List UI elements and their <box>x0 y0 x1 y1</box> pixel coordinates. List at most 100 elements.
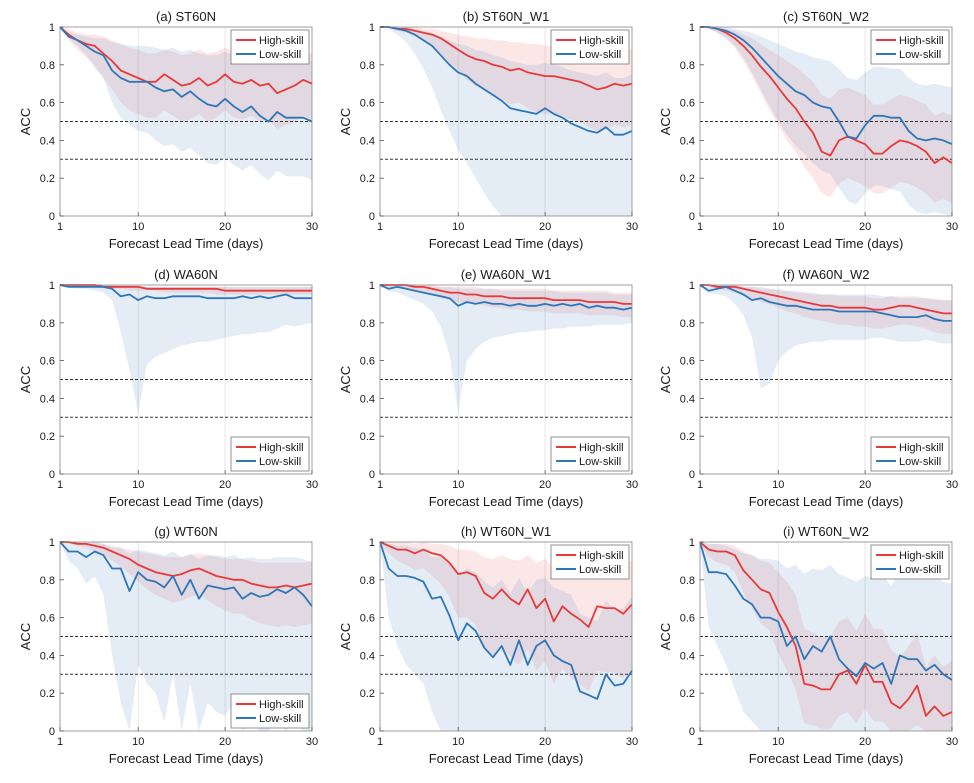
legend-label: High-skill <box>259 442 304 454</box>
legend-box <box>870 436 950 472</box>
chart-panel-4: (e) WA60N_W1 0 0.2 0.4 0.6 0.8 1 1 10 20 30 Forecas… <box>338 267 638 509</box>
high-skill-line <box>379 541 633 628</box>
y-tick-label: 0.2 <box>680 431 695 443</box>
y-tick-label: 0.8 <box>40 575 55 587</box>
legend-box <box>550 544 630 580</box>
low-skill-line <box>379 284 633 311</box>
x-tick-label: 1 <box>377 221 383 233</box>
chart-panel-8: (i) WT60N_W2 0 0.2 0.4 0.6 0.8 1 1 10 20 30 Forecas… <box>658 524 958 766</box>
y-tick-label: 1 <box>49 280 55 292</box>
chart-panel-5: (f) WA60N_W2 0 0.2 0.4 0.6 0.8 1 1 10 20 30 Forecas… <box>658 267 958 509</box>
y-tick-label: 0.2 <box>680 173 695 185</box>
high-skill-line <box>60 541 313 589</box>
y-tick-label: 0.8 <box>360 60 375 72</box>
low-skill-line <box>59 284 312 302</box>
x-tick-label: 1 <box>57 479 63 491</box>
x-tick-label: 1 <box>57 736 63 748</box>
legend-label: High-skill <box>579 35 624 47</box>
y-tick-label: 0 <box>689 726 695 738</box>
x-tick-label: 10 <box>452 479 464 491</box>
y-tick-label: 1 <box>689 22 695 34</box>
low-skill-line <box>379 541 633 700</box>
legend-label: High-skill <box>579 550 624 562</box>
legend-label: Low-skill <box>899 456 941 468</box>
y-tick-label: 0.4 <box>40 650 55 662</box>
x-tick-label: 1 <box>377 736 383 748</box>
y-tick-label: 0.6 <box>680 356 695 368</box>
panel-title: (h) WT60N_W1 <box>461 524 551 539</box>
high-skill-line <box>59 26 313 94</box>
x-tick-label: 30 <box>626 479 638 491</box>
x-tick-label: 1 <box>697 736 703 748</box>
y-tick-label: 0.2 <box>360 688 375 700</box>
y-tick-label: 0 <box>49 726 55 738</box>
chart-panel-2: (c) ST60N_W2 0 0.2 0.4 0.6 0.8 1 1 10 20 30 Forecas… <box>658 9 958 251</box>
y-tick-label: 0.2 <box>360 431 375 443</box>
y-tick-label: 0.6 <box>360 613 375 625</box>
y-tick-label: 0.6 <box>680 613 695 625</box>
x-tick-label: 30 <box>626 221 638 233</box>
x-tick-label: 1 <box>57 221 63 233</box>
plot-frame <box>59 284 313 475</box>
legend-box <box>230 29 310 65</box>
legend: High-skill Low-skill <box>550 544 630 580</box>
y-tick-label: 0.8 <box>40 60 55 72</box>
y-tick-label: 0.6 <box>40 356 55 368</box>
x-axis-label: Forecast Lead Time (days) <box>109 236 264 251</box>
y-tick-label: 0.4 <box>360 393 375 405</box>
legend: High-skill Low-skill <box>230 693 310 729</box>
legend-label: High-skill <box>259 699 304 711</box>
y-tick-label: 0.8 <box>680 60 695 72</box>
legend-box <box>870 544 950 580</box>
low-skill-uncertainty-band <box>60 285 312 414</box>
legend-label: Low-skill <box>579 456 621 468</box>
x-tick-label: 20 <box>859 479 871 491</box>
legend-label: Low-skill <box>579 564 621 576</box>
legend-box <box>230 693 310 729</box>
low-skill-line <box>699 284 952 322</box>
legend-label: Low-skill <box>259 456 301 468</box>
x-tick-label: 20 <box>539 736 551 748</box>
chart-panel-0: (a) ST60N 0 0.2 0.4 0.6 0.8 1 1 10 20 30 Forecast L… <box>18 9 318 251</box>
y-tick-label: 0.4 <box>40 393 55 405</box>
panel-title: (e) WA60N_W1 <box>461 267 552 282</box>
legend-label: Low-skill <box>899 564 941 576</box>
y-tick-label: 0.8 <box>680 575 695 587</box>
x-tick-label: 30 <box>946 221 958 233</box>
x-tick-label: 10 <box>772 479 784 491</box>
x-axis-label: Forecast Lead Time (days) <box>429 494 584 509</box>
y-tick-label: 0.4 <box>680 135 695 147</box>
y-tick-label: 0.4 <box>680 650 695 662</box>
x-tick-label: 10 <box>132 479 144 491</box>
high-skill-line <box>700 284 952 315</box>
high-skill-uncertainty-band <box>380 285 632 318</box>
x-tick-label: 30 <box>946 479 958 491</box>
legend-box <box>870 29 950 65</box>
x-tick-label: 1 <box>377 479 383 491</box>
panel-title: (a) ST60N <box>156 9 216 24</box>
legend: High-skill Low-skill <box>550 436 630 472</box>
legend-label: High-skill <box>899 442 944 454</box>
y-axis-label: ACC <box>18 366 33 393</box>
x-tick-label: 10 <box>452 221 464 233</box>
y-tick-label: 0.2 <box>40 431 55 443</box>
y-tick-label: 0 <box>689 211 695 223</box>
high-skill-line <box>380 284 632 305</box>
x-tick-label: 20 <box>859 221 871 233</box>
y-axis-label: ACC <box>338 623 353 650</box>
plot-frame <box>379 284 633 475</box>
y-tick-label: 0.8 <box>680 318 695 330</box>
low-skill-line <box>59 541 313 607</box>
panel-title: (g) WT60N <box>154 524 218 539</box>
y-tick-label: 1 <box>49 537 55 549</box>
legend-box <box>550 29 630 65</box>
high-skill-uncertainty-band <box>700 27 952 203</box>
y-axis-label: ACC <box>18 623 33 650</box>
x-axis-label: Forecast Lead Time (days) <box>109 494 264 509</box>
legend: High-skill Low-skill <box>550 29 630 65</box>
x-tick-label: 1 <box>697 479 703 491</box>
x-tick-label: 20 <box>539 479 551 491</box>
y-tick-label: 0.4 <box>360 135 375 147</box>
y-tick-label: 0.8 <box>40 318 55 330</box>
y-tick-label: 0.2 <box>40 688 55 700</box>
